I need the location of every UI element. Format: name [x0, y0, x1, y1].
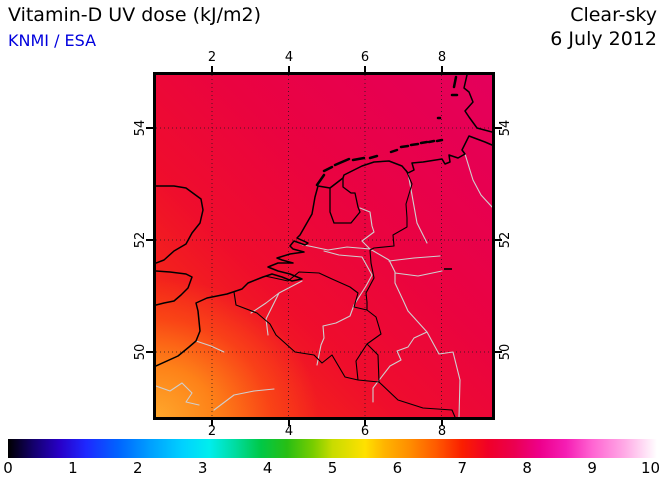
lat-tick-label: 50 — [498, 343, 513, 361]
colorbar-tick-label: 9 — [587, 459, 597, 477]
lat-tick-right — [495, 239, 502, 241]
colorbar-tick-label: 2 — [133, 459, 143, 477]
colorbar-tick-label: 4 — [262, 459, 273, 477]
lon-tick-top — [364, 66, 366, 72]
lat-tick-left — [146, 351, 153, 353]
lat-tick-right — [495, 351, 502, 353]
lon-tick-label: 8 — [437, 50, 447, 65]
lon-tick-bottom — [441, 420, 443, 426]
colorbar-tick-label: 0 — [3, 459, 13, 477]
graticule — [156, 75, 492, 417]
lon-tick-top — [288, 66, 290, 72]
lat-tick-label: 50 — [133, 343, 148, 361]
colorbar — [8, 439, 657, 458]
lon-tick-top — [211, 66, 213, 72]
source-credit: KNMI / ESA — [8, 31, 97, 50]
colorbar-tick-label: 1 — [68, 459, 78, 477]
lon-tick-label: 8 — [437, 424, 447, 439]
lat-tick-label: 52 — [498, 231, 513, 249]
lon-tick-label: 2 — [207, 50, 217, 65]
colorbar-tick-label: 10 — [640, 459, 661, 477]
sky-condition-label: Clear-sky — [570, 4, 657, 26]
date-label: 6 July 2012 — [550, 28, 657, 50]
lon-tick-bottom — [288, 420, 290, 426]
lat-tick-left — [146, 127, 153, 129]
colorbar-tick-label: 6 — [392, 459, 403, 477]
colorbar-labels: 0 1 2 3 4 5 6 7 8 9 10 — [3, 459, 661, 477]
lat-tick-label: 54 — [498, 119, 513, 137]
lon-tick-bottom — [364, 420, 366, 426]
lon-tick-label: 6 — [360, 50, 370, 65]
lat-tick-label: 54 — [133, 119, 148, 137]
colorbar-tick-label: 5 — [327, 459, 338, 477]
country-borders-path — [233, 169, 456, 417]
wadden-islands — [315, 75, 459, 187]
map-overlay — [156, 75, 492, 417]
colorbar-tick-label: 3 — [197, 459, 208, 477]
map-frame — [153, 72, 495, 420]
page-title: Vitamin-D UV dose (kJ/m2) — [8, 4, 261, 26]
lon-tick-bottom — [211, 420, 213, 426]
lon-tick-label: 4 — [284, 50, 294, 65]
colorbar-tick-label: 8 — [522, 459, 532, 477]
colorbar-tick-label: 7 — [457, 459, 468, 477]
rivers-path — [156, 153, 492, 417]
lat-tick-right — [495, 127, 502, 129]
lon-tick-label: 4 — [284, 424, 294, 439]
coastline-path — [156, 75, 492, 367]
lat-tick-left — [146, 239, 153, 241]
lon-tick-label: 6 — [360, 424, 370, 439]
lon-tick-label: 2 — [207, 424, 217, 439]
lon-tick-top — [441, 66, 443, 72]
ijsselmeer-outline — [329, 177, 361, 224]
lat-tick-label: 52 — [133, 231, 148, 249]
